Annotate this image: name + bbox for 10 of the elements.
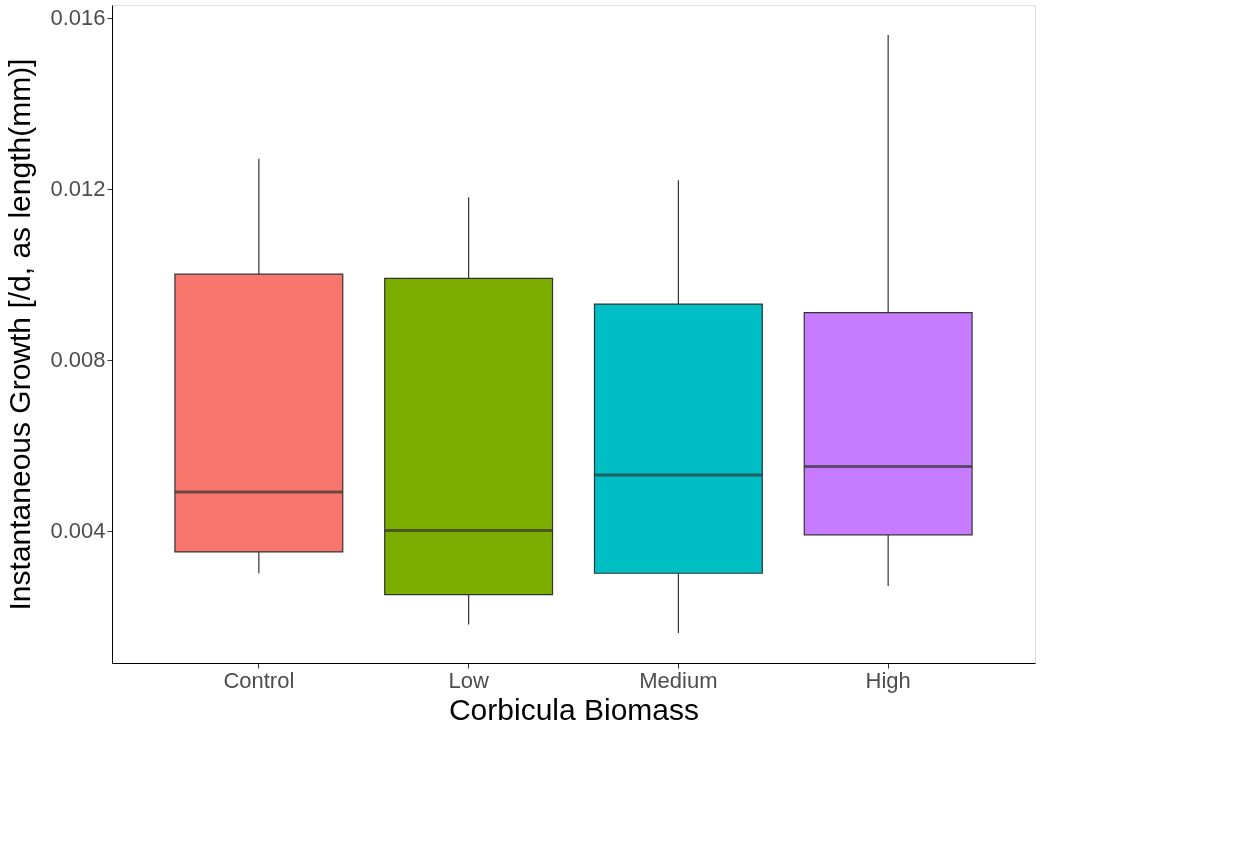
x-tick-label: Medium: [639, 667, 718, 693]
y-tick-label: 0.012: [50, 176, 106, 202]
y-tick-label: 0.016: [50, 5, 106, 31]
x-axis-title: Corbicula Biomass: [448, 692, 700, 726]
x-tick-label: Low: [448, 667, 489, 693]
x-tick-label: Control: [223, 667, 295, 693]
y-tick-label: 0.004: [50, 518, 106, 544]
x-tick-label: High: [865, 667, 911, 693]
y-axis-title: Instantaneous Growth [/d, as length(mm)]: [3, 58, 37, 611]
y-tick-label: 0.008: [50, 347, 106, 373]
